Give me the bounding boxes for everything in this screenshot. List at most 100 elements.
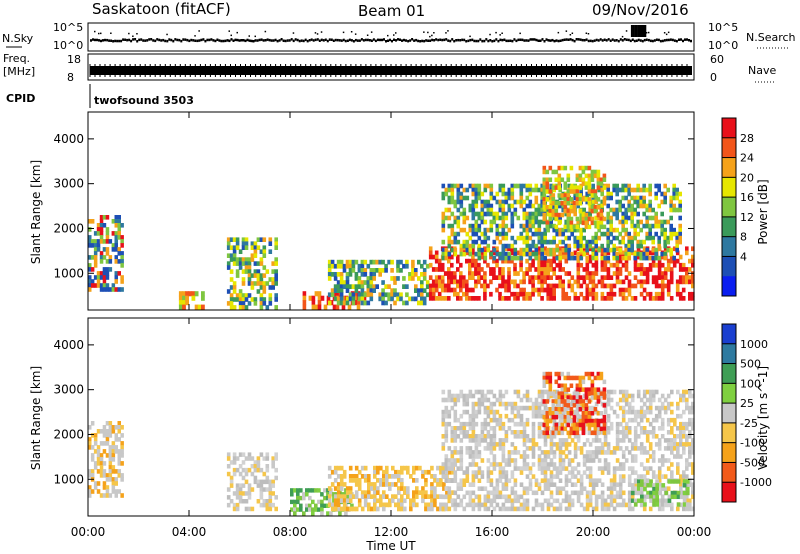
data-cell: [489, 207, 494, 213]
data-cell: [554, 426, 559, 432]
data-cell: [105, 251, 110, 256]
data-cell: [229, 269, 234, 274]
data-cell: [612, 466, 617, 471]
data-cell: [108, 433, 113, 438]
data-cell: [421, 469, 425, 475]
data-cell: [474, 279, 478, 285]
data-cell: [645, 397, 650, 403]
data-cell: [651, 450, 656, 455]
data-cell: [96, 223, 101, 228]
nsky-burst: [630, 25, 633, 37]
data-cell: [602, 418, 607, 424]
data-cell: [462, 211, 467, 217]
nsky-spike: [445, 32, 447, 34]
data-cell: [354, 465, 359, 471]
data-cell: [678, 207, 682, 213]
data-cell: [633, 479, 638, 484]
data-cell: [428, 246, 433, 252]
data-cell: [348, 478, 353, 483]
data-cell: [558, 417, 563, 423]
data-cell: [675, 187, 679, 193]
data-cell: [570, 283, 575, 289]
data-cell: [440, 262, 445, 268]
data-cell: [420, 284, 424, 289]
data-cell: [302, 492, 306, 497]
data-cell: [448, 469, 452, 475]
nsky-point: [591, 39, 594, 43]
data-cell: [630, 405, 635, 411]
data-cell: [489, 251, 494, 257]
data-cell: [579, 243, 583, 249]
data-cell: [525, 421, 530, 427]
data-cell: [587, 165, 592, 171]
nsky-point: [102, 39, 104, 42]
data-cell: [102, 255, 107, 260]
data-cell: [669, 223, 673, 229]
data-cell: [381, 296, 385, 302]
data-cell: [238, 483, 243, 488]
nsky-point: [539, 39, 542, 42]
data-cell: [669, 254, 674, 260]
data-cell: [366, 288, 371, 293]
data-cell: [468, 450, 473, 455]
data-cell: [441, 195, 446, 201]
data-cell: [96, 275, 101, 280]
data-cell: [584, 407, 589, 412]
data-cell: [546, 267, 550, 272]
data-cell: [531, 446, 536, 451]
data-cell: [424, 478, 428, 483]
data-cell: [400, 465, 404, 471]
data-cell: [510, 486, 515, 491]
data-cell: [654, 434, 659, 439]
data-cell: [555, 227, 559, 233]
data-cell: [456, 283, 460, 289]
data-cell: [672, 187, 676, 193]
data-cell: [569, 197, 574, 202]
data-cell: [591, 195, 595, 201]
data-cell: [483, 405, 488, 411]
data-cell: [587, 414, 592, 420]
data-cell: [363, 478, 368, 483]
data-cell: [673, 421, 677, 427]
data-cell: [232, 253, 237, 258]
data-cell: [516, 389, 521, 395]
data-cell: [507, 462, 512, 467]
data-cell: [654, 283, 659, 289]
data-cell: [660, 283, 665, 289]
data-cell: [602, 414, 607, 420]
data-cell: [606, 247, 610, 253]
data-cell: [531, 219, 536, 225]
data-cell: [549, 442, 554, 447]
data-cell: [660, 275, 665, 280]
data-cell: [459, 287, 463, 293]
data-cell: [663, 275, 668, 280]
data-cell: [108, 457, 113, 462]
data-cell: [182, 300, 186, 306]
data-cell: [652, 502, 656, 507]
nsky-point: [545, 38, 548, 41]
data-cell: [244, 506, 249, 512]
data-cell: [582, 470, 587, 475]
data-cell: [555, 255, 559, 261]
data-cell: [474, 446, 479, 451]
data-cell: [480, 219, 485, 225]
data-cell: [564, 442, 569, 447]
data-cell: [685, 250, 689, 256]
data-cell: [351, 284, 356, 289]
data-cell: [299, 488, 303, 493]
data-cell: [658, 490, 663, 496]
data-cell: [117, 489, 121, 494]
data-cell: [657, 405, 662, 411]
nsky-point: [553, 39, 556, 43]
data-cell: [578, 414, 583, 420]
data-cell: [498, 478, 503, 483]
data-cell: [560, 371, 565, 377]
data-cell: [645, 409, 650, 415]
data-cell: [630, 247, 634, 253]
data-cell: [599, 371, 604, 377]
nsky-point: [469, 38, 472, 42]
data-cell: [651, 296, 656, 301]
data-cell: [655, 494, 659, 499]
data-cell: [581, 399, 586, 404]
data-cell: [569, 189, 574, 194]
